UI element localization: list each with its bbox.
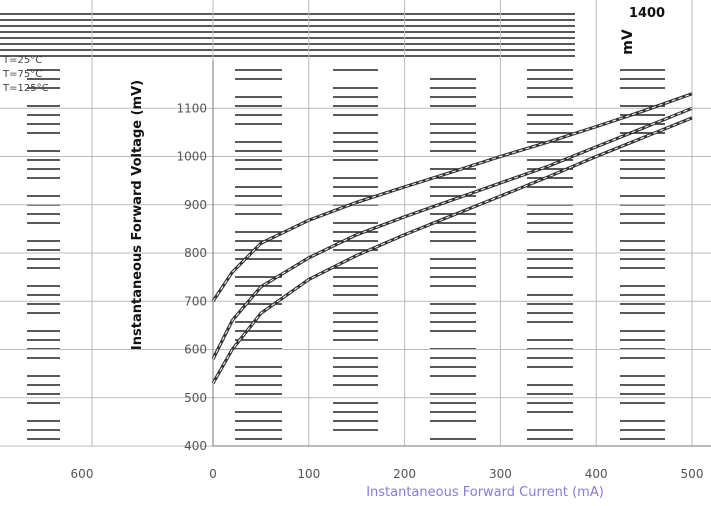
y-tick-labels: 400 500 600 700 800 900 1000 1100 [176, 101, 207, 453]
x-tick-labels: 0 100 200 300 400 500 [209, 467, 703, 481]
x-tick-label: 0 [209, 467, 217, 481]
legend-item: T=75°C [2, 69, 42, 80]
x-tick-label: 500 [681, 467, 704, 481]
series-line-1-highlight [212, 93, 693, 302]
y-tick-label: 700 [184, 294, 207, 308]
x-axis-label: Instantaneous Forward Current (mA) [366, 485, 604, 500]
unit-label: mV [620, 29, 636, 55]
y-tick-label: 800 [184, 246, 207, 260]
legend-item: T=125°C [2, 83, 49, 94]
series-line-2-highlight [212, 107, 693, 360]
top-value-label: 1400 [629, 6, 665, 21]
series-line-3-highlight [212, 117, 693, 384]
y-tick-label: 500 [184, 391, 207, 405]
x-tick-label: 400 [585, 467, 608, 481]
y-tick-label: 600 [184, 343, 207, 357]
x-tick-label-extra: 600 [71, 467, 94, 481]
y-axis-label: Instantaneous Forward Voltage (mV) [130, 80, 145, 350]
stripe-artifacts [0, 13, 665, 440]
series-lines [211, 92, 693, 385]
legend-item: T=25°C [2, 55, 42, 66]
y-tick-label: 900 [184, 198, 207, 212]
legend: T=25°C T=75°C T=125°C [2, 55, 49, 94]
y-tick-label: 1000 [176, 150, 207, 164]
y-tick-label: 1100 [176, 101, 207, 115]
x-tick-label: 300 [489, 467, 512, 481]
y-tick-label: 400 [184, 439, 207, 453]
x-tick-label: 200 [393, 467, 416, 481]
x-tick-label: 100 [297, 467, 320, 481]
series-line-1 [211, 92, 693, 303]
